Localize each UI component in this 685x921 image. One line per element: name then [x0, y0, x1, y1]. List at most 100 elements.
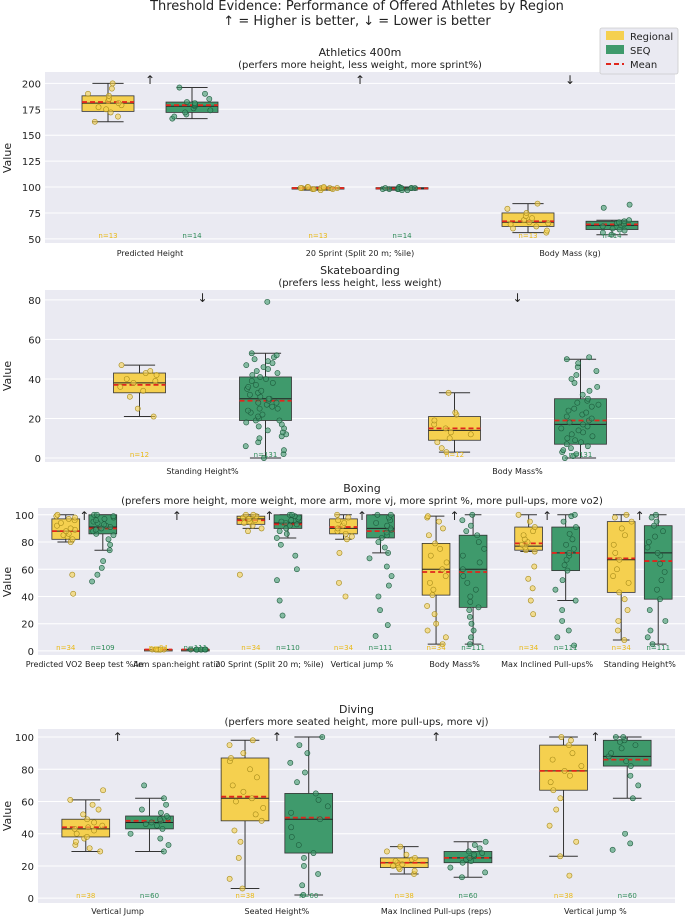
regional-point: [58, 520, 64, 526]
seq-point: [599, 223, 606, 230]
regional-count-label: n=34: [334, 644, 354, 652]
regional-point: [241, 520, 248, 526]
seq-point: [575, 360, 582, 367]
seq-point: [627, 840, 634, 847]
y-axis-label: Value: [1, 143, 14, 173]
seq-point: [373, 520, 379, 526]
seq-count-label: n=111: [646, 644, 670, 652]
seq-point: [202, 90, 208, 97]
y-tick-label: 175: [22, 105, 41, 116]
direction-arrow: ↑: [542, 509, 552, 523]
y-tick-label: 20: [28, 415, 41, 426]
regional-point: [433, 620, 440, 627]
legend: Regional SEQ Mean: [599, 27, 679, 75]
y-tick-label: 0: [28, 647, 34, 658]
regional-point: [226, 875, 233, 882]
seq-point: [315, 796, 322, 803]
regional-point: [424, 627, 431, 634]
regional-point: [573, 838, 580, 845]
seq-point: [589, 433, 596, 440]
seq-point: [609, 846, 616, 853]
regional-point: [434, 439, 441, 446]
regional-point: [107, 109, 114, 116]
regional-point: [117, 383, 124, 390]
regional-point: [334, 511, 340, 518]
seq-point: [566, 419, 573, 426]
regional-count-label: n=34: [519, 644, 539, 652]
seq-point: [265, 395, 272, 402]
seq-point: [647, 627, 654, 634]
seq-point: [412, 185, 418, 191]
panel-0: Athletics 400m(perfers more height, less…: [1, 46, 675, 258]
y-tick-label: 100: [22, 183, 41, 194]
seq-point: [573, 451, 580, 457]
seq-point: [294, 779, 300, 786]
seq-point: [588, 415, 595, 422]
regional-point: [504, 205, 511, 212]
regional-point: [73, 830, 80, 837]
regional-point: [243, 511, 249, 518]
regional-point: [467, 431, 474, 438]
seq-point: [279, 612, 286, 619]
seq-point: [657, 596, 663, 603]
seq-point: [288, 517, 295, 524]
regional-point: [443, 559, 450, 566]
seq-count-label: n=131: [254, 451, 278, 459]
regional-point: [443, 449, 450, 456]
seq-point: [626, 201, 633, 208]
direction-arrow: ↑: [450, 509, 460, 523]
seq-point: [148, 819, 155, 826]
regional-point: [108, 85, 115, 92]
regional-point: [430, 586, 437, 593]
category-label: Vertical jump %: [564, 907, 627, 916]
seq-count-label: n=131: [569, 451, 593, 459]
category-label: 20 Sprint (Split 20 m; %ile): [306, 249, 414, 258]
seq-point: [253, 381, 259, 388]
regional-point: [235, 854, 242, 861]
seq-point: [645, 539, 652, 545]
seq-point: [565, 627, 572, 634]
seq-point: [620, 734, 627, 740]
seq-point: [622, 830, 628, 837]
direction-arrow: ↑: [145, 73, 155, 87]
seq-point: [651, 522, 657, 529]
seq-count-label: n=110: [276, 644, 300, 652]
seq-point: [566, 530, 573, 537]
seq-count-label: n=111: [554, 644, 578, 652]
seq-point: [377, 607, 383, 613]
seq-point: [384, 522, 391, 529]
y-tick-label: 200: [22, 79, 41, 90]
seq-point: [249, 372, 256, 378]
seq-point: [471, 851, 477, 858]
seq-point: [459, 874, 465, 881]
seq-point: [163, 813, 170, 819]
regional-point: [566, 742, 572, 749]
regional-count-label: n=38: [554, 892, 573, 900]
seq-point: [564, 567, 571, 574]
regional-count-label: n=13: [518, 232, 537, 240]
regional-point: [239, 885, 246, 892]
seq-point: [264, 298, 271, 305]
y-tick-label: 50: [28, 235, 41, 246]
seq-point: [588, 403, 595, 410]
seq-count-label: n=60: [458, 892, 477, 900]
seq-point: [574, 399, 581, 406]
regional-point: [507, 221, 514, 228]
seq-point: [552, 586, 559, 593]
regional-box: [220, 757, 270, 822]
seq-point: [571, 380, 578, 386]
category-label: Arm span:height ratio: [133, 660, 220, 669]
seq-point: [207, 107, 214, 114]
regional-point: [335, 517, 342, 524]
regional-point: [252, 811, 259, 818]
seq-point: [658, 577, 665, 584]
regional-point: [348, 533, 355, 540]
seq-point: [101, 515, 108, 522]
seq-point: [171, 113, 178, 120]
regional-point: [442, 573, 449, 579]
y-tick-label: 80: [28, 296, 41, 307]
seq-point: [627, 763, 634, 769]
seq-point: [187, 646, 194, 653]
y-tick-label: 20: [21, 620, 34, 631]
y-tick-label: 0: [28, 894, 34, 905]
